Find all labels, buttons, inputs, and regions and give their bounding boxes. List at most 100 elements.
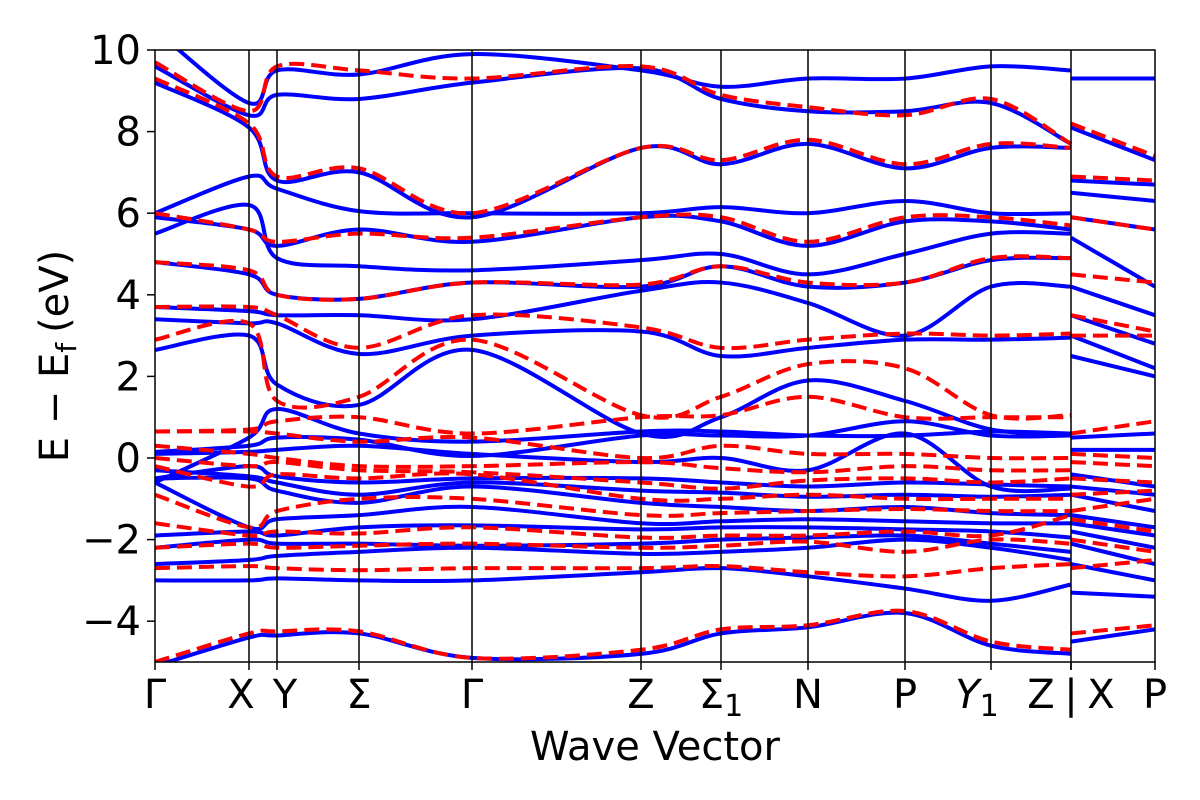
x-tick-label: Σ bbox=[346, 672, 371, 718]
band-line bbox=[155, 407, 1072, 485]
band-line bbox=[1070, 419, 1155, 436]
band-series-solid bbox=[155, 50, 1155, 662]
band-line bbox=[1070, 529, 1155, 550]
band-line bbox=[155, 537, 1072, 567]
x-tick-label: X bbox=[227, 672, 254, 718]
x-tick-label-main: Σ bbox=[346, 672, 371, 718]
band-line bbox=[1070, 513, 1155, 530]
band-line bbox=[1070, 121, 1155, 158]
band-line bbox=[155, 76, 1072, 216]
band-line bbox=[1070, 333, 1155, 371]
band-line bbox=[1070, 488, 1155, 497]
x-tick-label-main: Γ bbox=[461, 672, 484, 718]
band-line bbox=[1070, 472, 1155, 489]
band-line bbox=[1070, 562, 1155, 583]
band-line bbox=[1069, 235, 1155, 289]
y-axis-ticks: −4 −2 0 2 4 6 8 10 bbox=[82, 28, 155, 645]
band-line bbox=[155, 468, 1072, 499]
x-axis-title: Wave Vector bbox=[530, 724, 781, 770]
band-line bbox=[1070, 178, 1155, 187]
band-line bbox=[155, 492, 1072, 530]
band-line bbox=[1070, 623, 1155, 636]
y-axis-title: E − Ef (eV) bbox=[32, 250, 83, 463]
band-line bbox=[1070, 484, 1155, 497]
band-line bbox=[155, 64, 1072, 146]
band-line bbox=[155, 213, 1072, 248]
y-tick-label: 4 bbox=[116, 273, 141, 319]
band-line bbox=[1070, 284, 1155, 318]
band-line bbox=[155, 60, 1073, 146]
band-line bbox=[1070, 174, 1155, 183]
band-line bbox=[155, 394, 1071, 436]
x-axis-ticks: Γ X Y Σ Γ Z Σ1 N P Y1 Z X P| bbox=[144, 662, 1167, 724]
band-line bbox=[155, 537, 1072, 554]
band-line bbox=[1070, 125, 1155, 163]
band-line bbox=[155, 533, 1072, 554]
band-line bbox=[155, 429, 1072, 461]
kpoint-vertical-lines bbox=[248, 50, 1072, 662]
band-line bbox=[155, 513, 1072, 540]
y-tick-label: 2 bbox=[116, 354, 141, 400]
y-axis-title-main: E − E bbox=[32, 353, 78, 463]
band-line bbox=[155, 480, 1072, 531]
band-line bbox=[155, 318, 1072, 421]
x-tick-label: Γ bbox=[144, 672, 167, 718]
y-tick-label: −2 bbox=[82, 518, 141, 564]
x-tick-label: Z bbox=[1027, 672, 1054, 718]
band-line bbox=[161, 610, 1072, 662]
band-line bbox=[155, 211, 1072, 244]
x-tick-label: Y1 bbox=[955, 672, 999, 724]
x-tick-label-main: X bbox=[1087, 672, 1114, 718]
x-break-marker: | bbox=[1064, 672, 1077, 718]
x-tick-label: Σ1 bbox=[699, 672, 743, 724]
band-line bbox=[155, 456, 1072, 491]
band-line bbox=[155, 304, 1072, 351]
band-line bbox=[1070, 537, 1155, 554]
band-line bbox=[1070, 476, 1155, 485]
band-line bbox=[1070, 460, 1155, 469]
band-line bbox=[155, 332, 1072, 439]
band-line bbox=[155, 562, 1072, 579]
y-axis-title-unit: (eV) bbox=[32, 250, 78, 333]
band-line bbox=[155, 173, 1072, 217]
x-tick-label: Y bbox=[272, 672, 298, 718]
x-tick-label-main: Z bbox=[627, 672, 654, 718]
y-tick-label: 10 bbox=[90, 28, 141, 74]
x-tick-label: Z bbox=[627, 672, 654, 718]
x-tick-label-main: Σ bbox=[699, 672, 724, 718]
plot-frame bbox=[154, 49, 1156, 663]
band-line bbox=[1070, 521, 1155, 538]
band-line bbox=[1070, 496, 1155, 514]
band-line bbox=[1070, 431, 1155, 440]
band-line bbox=[1070, 590, 1155, 599]
band-line bbox=[1070, 558, 1155, 571]
x-tick-label: Γ bbox=[461, 672, 484, 718]
band-line bbox=[155, 608, 1072, 662]
y-tick-label: −4 bbox=[82, 599, 141, 645]
x-tick-label: N bbox=[793, 672, 823, 718]
x-tick-label-main: N bbox=[793, 672, 823, 718]
x-tick-label-main: Y bbox=[955, 672, 983, 718]
x-tick-label-main: P bbox=[893, 672, 917, 718]
band-line bbox=[155, 254, 1072, 302]
y-tick-label: 0 bbox=[116, 436, 141, 482]
x-tick-label-main: P bbox=[1143, 672, 1167, 718]
band-line bbox=[155, 317, 1072, 359]
band-line bbox=[1070, 272, 1155, 285]
x-tick-label-main: X bbox=[227, 672, 254, 718]
x-tick-label-main: Γ bbox=[144, 672, 167, 718]
band-line bbox=[155, 443, 1072, 475]
band-line bbox=[1070, 517, 1155, 534]
y-tick-label: 8 bbox=[116, 110, 141, 156]
x-tick-label: P bbox=[1143, 672, 1167, 718]
band-line bbox=[1070, 451, 1155, 460]
band-line bbox=[155, 523, 1072, 540]
band-line bbox=[155, 419, 1072, 458]
x-tick-label-main: Y bbox=[272, 672, 298, 718]
y-axis-title-sub: f bbox=[50, 342, 83, 353]
band-line bbox=[1070, 541, 1155, 567]
band-line bbox=[1070, 354, 1155, 379]
band-line bbox=[1070, 627, 1155, 644]
band-line bbox=[1070, 190, 1155, 203]
